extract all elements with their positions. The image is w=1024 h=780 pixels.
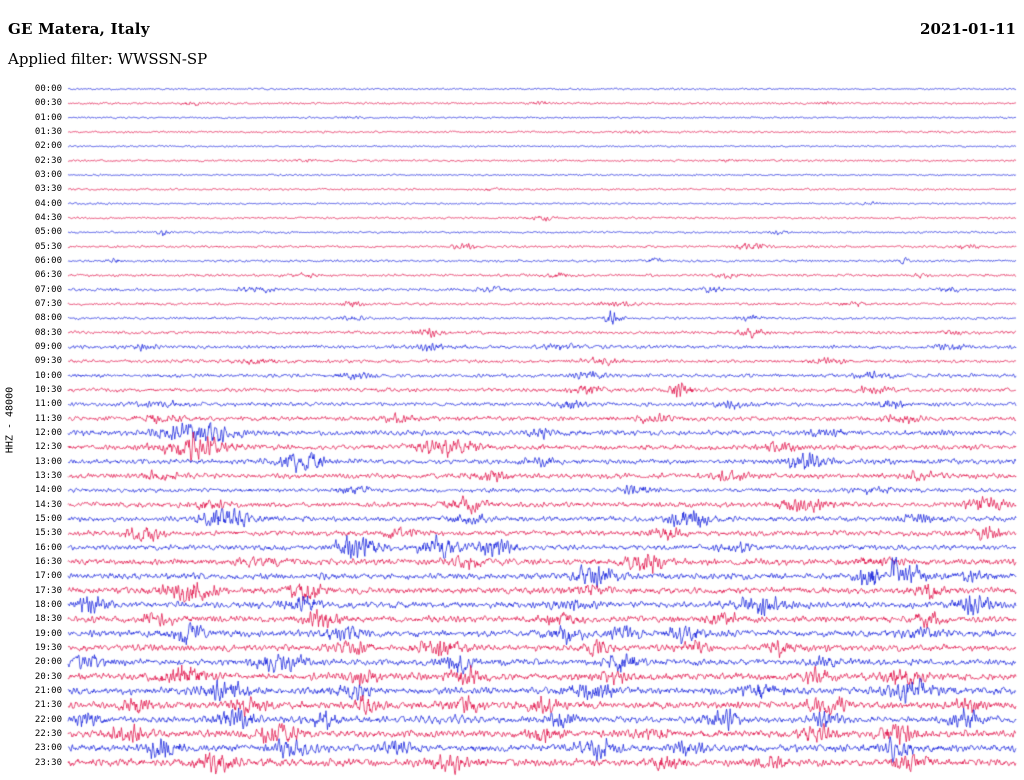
time-label-23:30: 23:30 — [34, 757, 62, 768]
time-label-19:00: 19:00 — [34, 628, 62, 639]
time-label-09:00: 09:00 — [34, 341, 62, 352]
time-label-22:00: 22:00 — [34, 714, 62, 725]
time-label-00:00: 00:00 — [34, 84, 62, 94]
time-label-11:30: 11:30 — [34, 413, 62, 424]
time-label-01:30: 01:30 — [34, 126, 62, 137]
time-label-07:00: 07:00 — [34, 284, 62, 295]
time-label-02:30: 02:30 — [34, 155, 62, 166]
station-title: GE Matera, Italy — [8, 20, 150, 38]
time-label-10:30: 10:30 — [34, 384, 62, 395]
time-label-03:30: 03:30 — [34, 184, 62, 195]
time-label-14:30: 14:30 — [34, 499, 62, 510]
time-label-12:30: 12:30 — [34, 442, 62, 453]
time-label-08:30: 08:30 — [34, 327, 62, 338]
time-label-11:00: 11:00 — [34, 399, 62, 410]
filter-label: Applied filter: WWSSN-SP — [8, 50, 208, 68]
date-label: 2021-01-11 — [920, 20, 1016, 38]
time-label-07:30: 07:30 — [34, 298, 62, 309]
time-label-22:30: 22:30 — [34, 728, 62, 739]
time-label-10:00: 10:00 — [34, 370, 62, 381]
time-label-16:30: 16:30 — [34, 556, 62, 567]
time-label-05:30: 05:30 — [34, 241, 62, 252]
time-label-03:00: 03:00 — [34, 169, 62, 180]
time-label-01:00: 01:00 — [34, 112, 62, 123]
time-label-04:00: 04:00 — [34, 198, 62, 209]
time-label-18:30: 18:30 — [34, 614, 62, 625]
time-label-14:00: 14:00 — [34, 485, 62, 496]
time-label-13:30: 13:30 — [34, 470, 62, 481]
time-label-23:00: 23:00 — [34, 743, 62, 754]
time-label-17:30: 17:30 — [34, 585, 62, 596]
time-label-15:00: 15:00 — [34, 513, 62, 524]
time-axis: 00:00 00:30 01:00 01:30 02:00 02:30 03:00 03:30… — [0, 0, 63, 780]
time-label-17:00: 17:00 — [34, 571, 62, 582]
time-label-02:00: 02:00 — [34, 141, 62, 152]
time-label-04:30: 04:30 — [34, 212, 62, 223]
time-label-15:30: 15:30 — [34, 528, 62, 539]
time-label-06:00: 06:00 — [34, 255, 62, 266]
time-label-19:30: 19:30 — [34, 642, 62, 653]
time-label-08:00: 08:00 — [34, 313, 62, 324]
time-label-20:30: 20:30 — [34, 671, 62, 682]
time-label-21:00: 21:00 — [34, 685, 62, 696]
time-label-20:00: 20:00 — [34, 657, 62, 668]
time-label-13:00: 13:00 — [34, 456, 62, 467]
time-label-16:00: 16:00 — [34, 542, 62, 553]
time-label-06:30: 06:30 — [34, 270, 62, 281]
y-axis-label: HHZ - 48000 — [4, 386, 16, 454]
time-label-12:00: 12:00 — [34, 427, 62, 438]
time-label-21:30: 21:30 — [34, 700, 62, 711]
time-label-09:30: 09:30 — [34, 356, 62, 367]
time-label-18:00: 18:00 — [34, 599, 62, 610]
time-label-00:30: 00:30 — [34, 98, 62, 109]
time-label-05:00: 05:00 — [34, 227, 62, 238]
